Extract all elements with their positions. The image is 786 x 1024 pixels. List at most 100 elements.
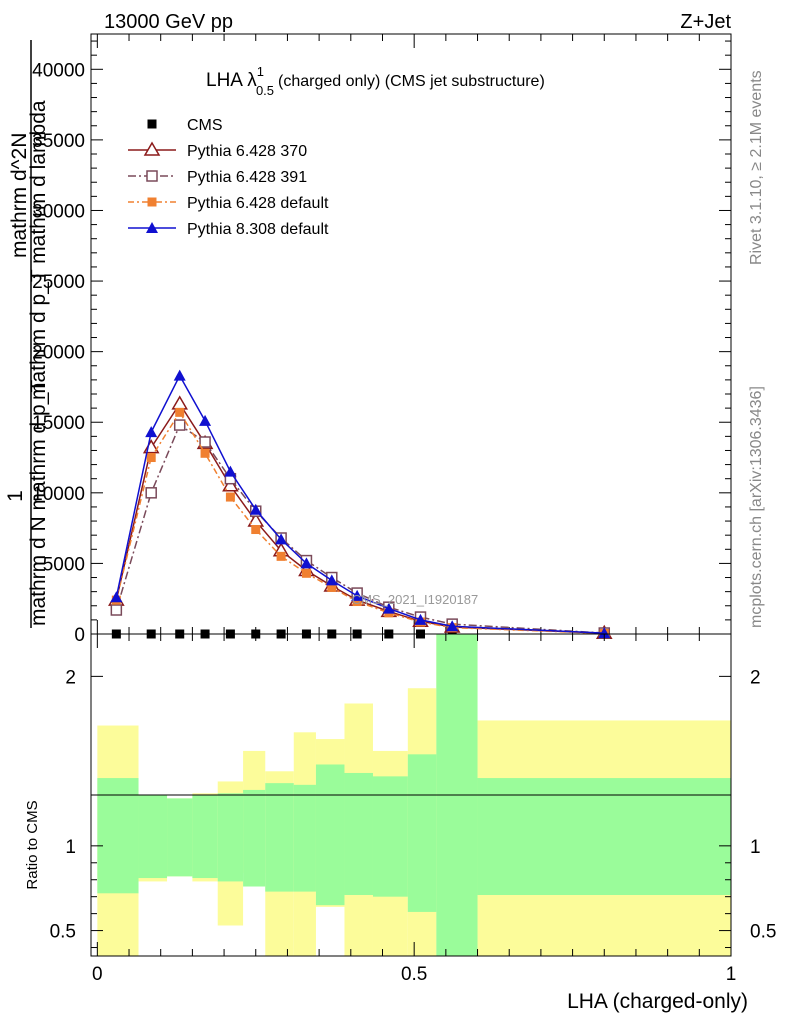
legend-marker <box>146 170 158 182</box>
data-point <box>352 597 362 607</box>
data-point <box>225 492 235 502</box>
ylabel-den2: mathrm d p_T mathrm d lambda <box>27 100 50 400</box>
band-1sigma-bin <box>138 795 168 879</box>
ratio-ytick-label-right: 1 <box>750 837 761 858</box>
data-point <box>414 613 427 625</box>
main-ylabel: 1 mathrm d N mathrm d p_T mathrm d^2N ma… <box>4 40 50 628</box>
data-point <box>446 620 459 632</box>
ytick-label: 0 <box>74 625 85 646</box>
main-title: LHA λ1 0.5 (charged only) (CMS jet substru… <box>206 64 545 98</box>
data-point <box>222 477 239 492</box>
legend-item: Pythia 6.428 default <box>128 195 329 212</box>
data-point <box>327 582 337 592</box>
data-point <box>199 436 211 448</box>
ratio-ytick-label: 1 <box>65 837 76 858</box>
band-1sigma-bin <box>217 793 244 882</box>
title-sub: 0.5 <box>256 83 274 98</box>
data-point <box>173 369 186 381</box>
data-point <box>200 448 210 458</box>
header-left: 13000 GeV pp <box>104 11 233 33</box>
ratio-ytick-label: 2 <box>65 667 76 688</box>
legend-item: Pythia 6.428 391 <box>128 169 307 186</box>
xtick-label: 1 <box>726 964 737 985</box>
ylabel-num: 1 <box>4 490 27 502</box>
ytick-label: 30000 <box>32 201 85 222</box>
ytick-label: 5000 <box>43 554 85 575</box>
band-1sigma-bin <box>97 778 139 894</box>
band-1sigma-bin <box>243 789 266 887</box>
data-point <box>175 407 185 417</box>
ratio-plot-frame <box>90 633 732 957</box>
band-1sigma-bin <box>265 783 294 892</box>
band-1sigma-bin <box>293 784 316 892</box>
data-point <box>171 395 189 410</box>
data-point <box>145 487 157 499</box>
ylabel-num2: mathrm d^2N <box>8 133 31 258</box>
data-point <box>145 426 158 438</box>
data-point <box>173 419 186 431</box>
legend-label: Pythia 6.428 370 <box>187 143 307 160</box>
legend-item: CMS <box>147 117 223 134</box>
rivet-label: Rivet 3.1.10, ≥ 2.1M events <box>748 70 765 265</box>
data-point <box>249 503 262 515</box>
ratio-plot: 0.5 0.5 1 1 2 2 0 0.5 1 Ratio to CMS LHA (charge… <box>24 633 776 1013</box>
band-1sigma-bin <box>407 754 437 912</box>
band-1sigma-bin <box>315 764 345 906</box>
legend-marker <box>143 141 161 156</box>
legend-item: Pythia 6.428 370 <box>128 141 307 160</box>
title-sup: 1 <box>257 64 264 79</box>
xtick-label: 0 <box>92 964 103 985</box>
data-point <box>325 574 338 586</box>
ratio-ylabel: Ratio to CMS <box>24 800 41 889</box>
legend: CMS Pythia 6.428 370 Pythia 6.428 391 Pythi… <box>128 117 329 238</box>
band-1sigma-bin <box>344 772 373 895</box>
title-rest: (charged only) (CMS jet substructure) <box>278 73 545 90</box>
svg-text:LHA λ10.5(charged only) (CMS j: LHA λ1 0.5 (charged only) (CMS jet substru… <box>206 64 545 98</box>
data-point <box>251 525 261 535</box>
data-point <box>110 591 123 603</box>
series-line <box>115 374 605 634</box>
ylabel-den: mathrm d N mathrm d p_T <box>27 380 50 626</box>
data-point <box>382 602 395 614</box>
data-point <box>301 568 311 578</box>
header-right: Z+Jet <box>680 11 731 33</box>
legend-item: Pythia 8.308 default <box>128 221 329 238</box>
main-plot: 0 5000 10000 15000 20000 25000 30000 35000 40000… <box>32 33 732 646</box>
xtick-label: 0.5 <box>401 964 427 985</box>
data-point <box>276 551 286 561</box>
data-point <box>110 604 123 616</box>
legend-marker <box>147 119 157 129</box>
title-main: LHA λ <box>206 70 257 91</box>
ytick-label: 20000 <box>32 343 85 364</box>
legend-label: Pythia 6.428 391 <box>187 169 307 186</box>
band-1sigma-bin <box>477 778 731 895</box>
legend-marker <box>146 222 158 233</box>
ytick-label: 35000 <box>32 131 85 152</box>
data-point <box>300 557 313 569</box>
legend-label: CMS <box>187 117 223 134</box>
ytick-label: 40000 <box>32 60 85 81</box>
legend-label: Pythia 8.308 default <box>187 221 329 238</box>
ytick-label: 25000 <box>32 272 85 293</box>
ytick-label: 15000 <box>32 413 85 434</box>
mcplots-label: mcplots.cern.ch [arXiv:1306.3436] <box>748 386 765 628</box>
band-1sigma-bin <box>372 776 408 897</box>
data-point <box>275 533 288 545</box>
xlabel: LHA (charged-only) <box>567 990 748 1013</box>
series-pythia-8-308-default <box>110 369 611 639</box>
series-line <box>115 410 605 635</box>
ratio-ytick-label: 0.5 <box>50 922 76 943</box>
ytick-label: 10000 <box>32 484 85 505</box>
data-point <box>146 453 156 463</box>
watermark: CMS_2021_I1920187 <box>352 592 479 607</box>
legend-label: Pythia 6.428 default <box>187 195 329 212</box>
data-point <box>224 465 237 477</box>
data-point <box>598 627 611 639</box>
data-point <box>351 589 364 601</box>
data-point <box>199 414 212 426</box>
band-1sigma-bin <box>167 798 193 877</box>
ratio-ytick-label-right: 0.5 <box>750 922 776 943</box>
band-1sigma-bin <box>192 795 218 879</box>
legend-marker <box>147 197 157 207</box>
